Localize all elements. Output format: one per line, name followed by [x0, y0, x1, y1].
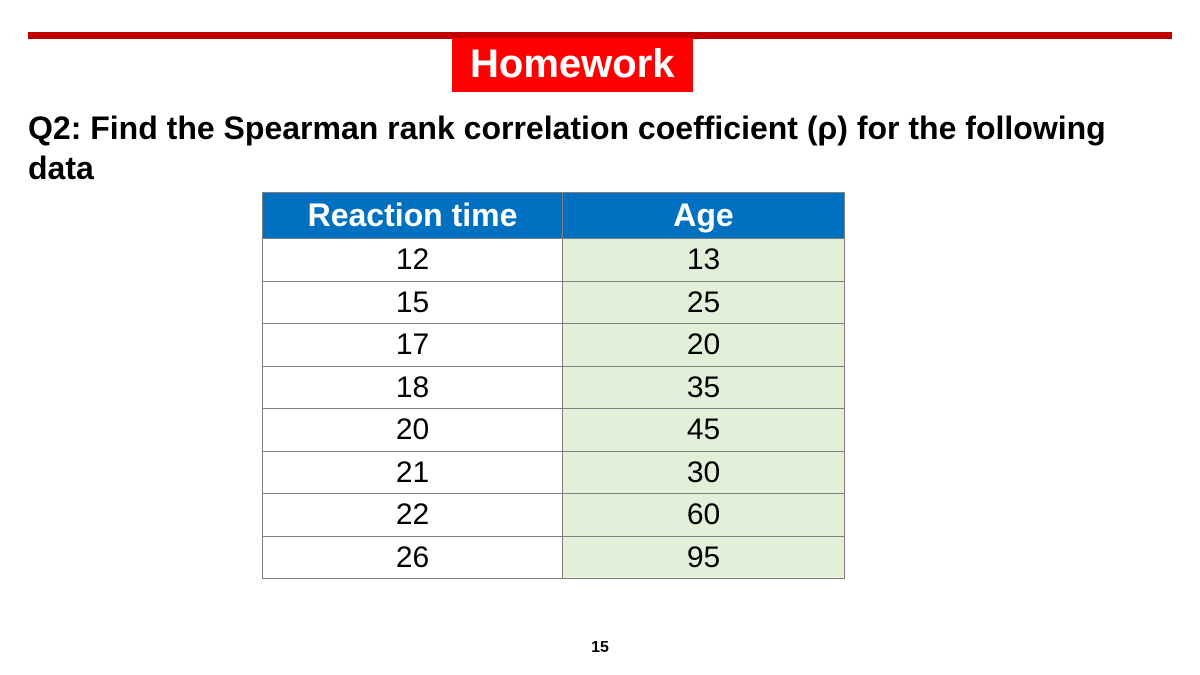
cell-age: 25 [563, 281, 845, 324]
cell-age: 95 [563, 536, 845, 579]
cell-reaction-time: 18 [263, 366, 563, 409]
table-row: 1213 [263, 239, 845, 282]
cell-reaction-time: 15 [263, 281, 563, 324]
cell-reaction-time: 12 [263, 239, 563, 282]
cell-age: 13 [563, 239, 845, 282]
column-header-reaction-time: Reaction time [263, 193, 563, 239]
cell-age: 45 [563, 409, 845, 452]
table-row: 1835 [263, 366, 845, 409]
question-text: Q2: Find the Spearman rank correlation c… [28, 108, 1172, 188]
cell-reaction-time: 26 [263, 536, 563, 579]
cell-age: 60 [563, 494, 845, 537]
cell-reaction-time: 21 [263, 451, 563, 494]
table-row: 2695 [263, 536, 845, 579]
cell-age: 20 [563, 324, 845, 367]
data-table: Reaction time Age 1213152517201835204521… [262, 192, 845, 579]
cell-reaction-time: 17 [263, 324, 563, 367]
cell-reaction-time: 22 [263, 494, 563, 537]
table-row: 2260 [263, 494, 845, 537]
table-body: 12131525172018352045213022602695 [263, 239, 845, 579]
page-number: 15 [0, 639, 1200, 657]
cell-age: 30 [563, 451, 845, 494]
table-row: 1720 [263, 324, 845, 367]
table-row: 1525 [263, 281, 845, 324]
table-row: 2045 [263, 409, 845, 452]
table-header-row: Reaction time Age [263, 193, 845, 239]
column-header-age: Age [563, 193, 845, 239]
slide-title: Homework [452, 38, 693, 92]
cell-age: 35 [563, 366, 845, 409]
cell-reaction-time: 20 [263, 409, 563, 452]
table-row: 2130 [263, 451, 845, 494]
